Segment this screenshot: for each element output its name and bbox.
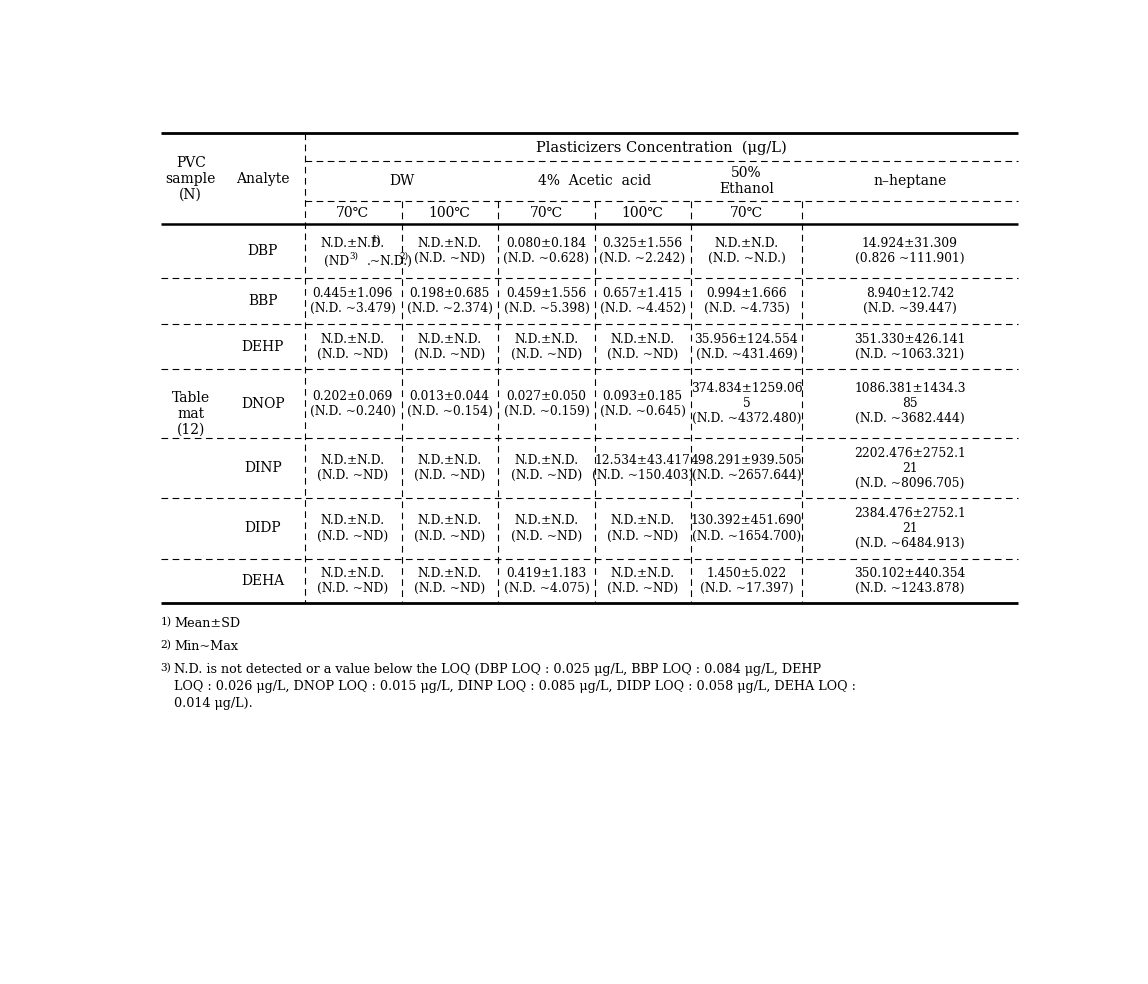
Text: Plasticizers Concentration  (μg/L): Plasticizers Concentration (μg/L) xyxy=(536,140,786,154)
Text: 70℃: 70℃ xyxy=(336,206,370,219)
Text: .~N.D.): .~N.D.) xyxy=(366,255,412,268)
Text: N.D.±N.D.
(N.D. ~ND): N.D.±N.D. (N.D. ~ND) xyxy=(511,515,582,542)
Text: DBP: DBP xyxy=(248,244,278,258)
Text: 130.392±451.690
(N.D. ~1654.700): 130.392±451.690 (N.D. ~1654.700) xyxy=(691,515,802,542)
Text: Min~Max: Min~Max xyxy=(174,641,239,653)
Text: 3): 3) xyxy=(349,252,358,261)
Text: BBP: BBP xyxy=(248,294,278,308)
Text: N.D.±N.D.
(N.D. ~ND): N.D.±N.D. (N.D. ~ND) xyxy=(317,515,388,542)
Text: 2): 2) xyxy=(400,252,409,261)
Text: 0.657±1.415
(N.D. ~4.452): 0.657±1.415 (N.D. ~4.452) xyxy=(599,287,685,315)
Text: 1): 1) xyxy=(161,617,172,628)
Text: 50%
Ethanol: 50% Ethanol xyxy=(719,166,774,197)
Text: N.D.±N.D.
(N.D. ~ND): N.D.±N.D. (N.D. ~ND) xyxy=(414,237,486,266)
Text: 14.924±31.309
(0.826 ~111.901): 14.924±31.309 (0.826 ~111.901) xyxy=(855,237,964,266)
Text: N.D.±N.D.
(N.D. ~ND): N.D.±N.D. (N.D. ~ND) xyxy=(511,455,582,482)
Text: 0.093±0.185
(N.D. ~0.645): 0.093±0.185 (N.D. ~0.645) xyxy=(599,390,685,418)
Text: N.D. is not detected or a value below the LOQ (DBP LOQ : 0.025 μg/L, BBP LOQ : 0: N.D. is not detected or a value below th… xyxy=(174,663,822,676)
Text: 8.940±12.742
(N.D. ~39.447): 8.940±12.742 (N.D. ~39.447) xyxy=(863,287,957,315)
Text: 1): 1) xyxy=(372,234,381,243)
Text: 4%  Acetic  acid: 4% Acetic acid xyxy=(538,174,651,188)
Text: Mean±SD: Mean±SD xyxy=(174,617,241,630)
Text: (ND: (ND xyxy=(324,255,349,268)
Text: DIDP: DIDP xyxy=(245,522,281,535)
Text: N.D.±N.D.
(N.D. ~ND): N.D.±N.D. (N.D. ~ND) xyxy=(317,455,388,482)
Text: DEHP: DEHP xyxy=(242,339,284,354)
Text: 35.956±124.554
(N.D. ~431.469): 35.956±124.554 (N.D. ~431.469) xyxy=(695,333,798,361)
Text: PVC
sample
(N): PVC sample (N) xyxy=(165,155,216,202)
Text: 498.291±939.505
(N.D. ~2657.644): 498.291±939.505 (N.D. ~2657.644) xyxy=(691,455,802,482)
Text: DW: DW xyxy=(389,174,414,188)
Text: 0.198±0.685
(N.D. ~2.374): 0.198±0.685 (N.D. ~2.374) xyxy=(406,287,492,315)
Text: N.D.±N.D.
(N.D. ~ND): N.D.±N.D. (N.D. ~ND) xyxy=(414,455,486,482)
Text: N.D.±N.D.: N.D.±N.D. xyxy=(320,237,385,250)
Text: N.D.±N.D.
(N.D. ~ND): N.D.±N.D. (N.D. ~ND) xyxy=(607,333,678,361)
Text: 100℃: 100℃ xyxy=(428,206,471,219)
Text: 70℃: 70℃ xyxy=(730,206,763,219)
Text: 2): 2) xyxy=(161,641,171,650)
Text: 1086.381±1434.3
85
(N.D. ~3682.444): 1086.381±1434.3 85 (N.D. ~3682.444) xyxy=(854,382,965,425)
Text: 2202.476±2752.1
21
(N.D. ~8096.705): 2202.476±2752.1 21 (N.D. ~8096.705) xyxy=(854,447,965,490)
Text: Analyte: Analyte xyxy=(236,172,289,186)
Text: 100℃: 100℃ xyxy=(622,206,664,219)
Text: DNOP: DNOP xyxy=(241,397,285,410)
Text: 0.080±0.184
(N.D. ~0.628): 0.080±0.184 (N.D. ~0.628) xyxy=(504,237,590,266)
Text: LOQ : 0.026 μg/L, DNOP LOQ : 0.015 μg/L, DINP LOQ : 0.085 μg/L, DIDP LOQ : 0.058: LOQ : 0.026 μg/L, DNOP LOQ : 0.015 μg/L,… xyxy=(174,680,856,693)
Text: N.D.±N.D.
(N.D. ~ND): N.D.±N.D. (N.D. ~ND) xyxy=(511,333,582,361)
Text: DEHA: DEHA xyxy=(241,574,285,587)
Text: N.D.±N.D.
(N.D. ~ND): N.D.±N.D. (N.D. ~ND) xyxy=(317,567,388,595)
Text: 0.027±0.050
(N.D. ~0.159): 0.027±0.050 (N.D. ~0.159) xyxy=(504,390,589,418)
Text: N.D.±N.D.
(N.D. ~ND): N.D.±N.D. (N.D. ~ND) xyxy=(414,515,486,542)
Text: Table
mat
(12): Table mat (12) xyxy=(172,391,210,437)
Text: N.D.±N.D.
(N.D. ~ND): N.D.±N.D. (N.D. ~ND) xyxy=(414,333,486,361)
Text: 1.450±5.022
(N.D. ~17.397): 1.450±5.022 (N.D. ~17.397) xyxy=(699,567,793,595)
Text: 374.834±1259.06
5
(N.D. ~4372.480): 374.834±1259.06 5 (N.D. ~4372.480) xyxy=(691,382,802,425)
Text: 0.994±1.666
(N.D. ~4.735): 0.994±1.666 (N.D. ~4.735) xyxy=(704,287,790,315)
Text: 0.014 μg/L).: 0.014 μg/L). xyxy=(174,697,254,710)
Text: N.D.±N.D.
(N.D. ~ND): N.D.±N.D. (N.D. ~ND) xyxy=(607,515,678,542)
Text: N.D.±N.D.
(N.D. ~ND): N.D.±N.D. (N.D. ~ND) xyxy=(607,567,678,595)
Text: 351.330±426.141
(N.D. ~1063.321): 351.330±426.141 (N.D. ~1063.321) xyxy=(854,333,965,361)
Text: 0.419±1.183
(N.D. ~4.075): 0.419±1.183 (N.D. ~4.075) xyxy=(504,567,589,595)
Text: 0.202±0.069
(N.D. ~0.240): 0.202±0.069 (N.D. ~0.240) xyxy=(310,390,396,418)
Text: 350.102±440.354
(N.D. ~1243.878): 350.102±440.354 (N.D. ~1243.878) xyxy=(854,567,965,595)
Text: 70℃: 70℃ xyxy=(530,206,563,219)
Text: N.D.±N.D.
(N.D. ~ND): N.D.±N.D. (N.D. ~ND) xyxy=(317,333,388,361)
Text: 12.534±43.417
(N.D. ~150.403): 12.534±43.417 (N.D. ~150.403) xyxy=(592,455,693,482)
Text: 0.013±0.044
(N.D. ~0.154): 0.013±0.044 (N.D. ~0.154) xyxy=(406,390,492,418)
Text: 2384.476±2752.1
21
(N.D. ~6484.913): 2384.476±2752.1 21 (N.D. ~6484.913) xyxy=(854,507,965,550)
Text: 0.445±1.096
(N.D. ~3.479): 0.445±1.096 (N.D. ~3.479) xyxy=(310,287,396,315)
Text: 3): 3) xyxy=(161,663,171,674)
Text: 0.459±1.556
(N.D. ~5.398): 0.459±1.556 (N.D. ~5.398) xyxy=(504,287,590,315)
Text: N.D.±N.D.
(N.D. ~N.D.): N.D.±N.D. (N.D. ~N.D.) xyxy=(707,237,785,266)
Text: N.D.±N.D.
(N.D. ~ND): N.D.±N.D. (N.D. ~ND) xyxy=(414,567,486,595)
Text: DINP: DINP xyxy=(245,461,281,475)
Text: n–heptane: n–heptane xyxy=(874,174,947,188)
Text: 0.325±1.556
(N.D. ~2.242): 0.325±1.556 (N.D. ~2.242) xyxy=(599,237,685,266)
